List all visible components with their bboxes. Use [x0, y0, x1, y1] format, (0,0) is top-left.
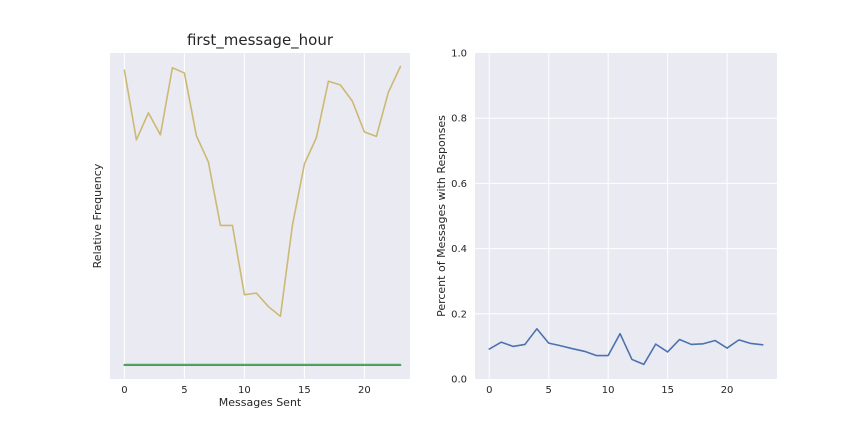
- right-plot-area: [475, 53, 777, 379]
- left-x-axis-label: Messages Sent: [219, 396, 302, 409]
- left-x-tick-labels: 0 5 10 15 20: [121, 385, 371, 396]
- right-y-tick-1.0: 1.0: [451, 49, 467, 60]
- right-y-axis-label: Percent of Messages with Responses: [435, 115, 448, 317]
- left-y-axis-label: Relative Frequency: [91, 163, 104, 268]
- right-y-tick-0.0: 0.0: [451, 375, 467, 386]
- right-gridlines: [475, 53, 777, 379]
- left-x-tick-0: 0: [121, 385, 127, 396]
- right-y-tick-0.2: 0.2: [451, 309, 467, 320]
- left-x-tick-20: 20: [358, 385, 371, 396]
- right-x-tick-labels: 0 5 10 15 20: [486, 385, 733, 396]
- left-x-tick-5: 5: [181, 385, 187, 396]
- left-chart-panel: 0 5 10 15 20 first_message_hour Messages Sen…: [91, 31, 410, 409]
- left-chart-title: first_message_hour: [187, 31, 334, 50]
- right-series-line-0: [488, 327, 764, 366]
- right-chart-panel: 0 5 10 15 20 0.0 0.2 0.4 0.6 0.8 1.0 Percent of M…: [435, 49, 777, 396]
- right-y-tick-labels: 0.0 0.2 0.4 0.6 0.8 1.0: [451, 49, 467, 386]
- left-series-layer: [123, 65, 402, 367]
- left-series-line-0: [123, 65, 402, 318]
- right-y-tick-0.6: 0.6: [451, 179, 467, 190]
- right-y-tick-0.8: 0.8: [451, 114, 467, 125]
- left-plot-area: [110, 53, 410, 379]
- right-series-layer: [488, 327, 764, 366]
- right-x-tick-15: 15: [661, 385, 674, 396]
- right-x-tick-20: 20: [721, 385, 734, 396]
- right-x-tick-10: 10: [602, 385, 615, 396]
- right-x-tick-0: 0: [486, 385, 492, 396]
- left-x-tick-15: 15: [298, 385, 311, 396]
- left-x-tick-10: 10: [238, 385, 251, 396]
- right-x-tick-5: 5: [546, 385, 552, 396]
- left-gridlines: [123, 53, 365, 379]
- right-y-tick-0.4: 0.4: [451, 244, 467, 255]
